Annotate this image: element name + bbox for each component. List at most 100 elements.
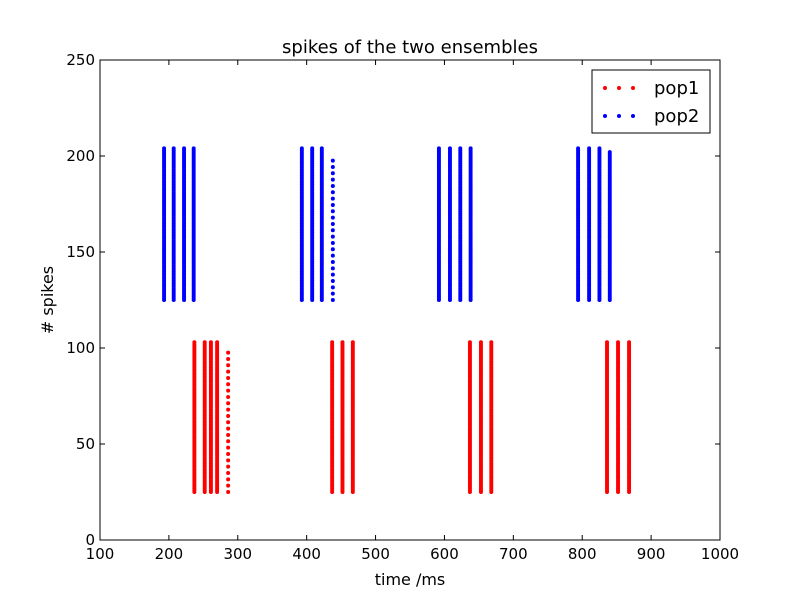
spike-column — [576, 146, 581, 302]
y-tick-label: 100 — [66, 339, 95, 357]
spike-column — [330, 340, 335, 494]
spike-point — [597, 146, 602, 151]
x-tick-label: 200 — [155, 545, 184, 563]
spike-point — [587, 146, 592, 151]
spike-point — [330, 291, 335, 296]
spike-point — [340, 340, 345, 345]
spike-point — [226, 407, 231, 412]
legend-label: pop2 — [654, 106, 699, 127]
spike-point — [226, 369, 231, 374]
spike-point — [330, 190, 335, 195]
spike-column — [597, 146, 602, 302]
y-tick-label: 0 — [85, 531, 95, 549]
legend-marker — [603, 114, 607, 118]
spike-point — [226, 420, 231, 425]
y-tick-label: 200 — [66, 147, 95, 165]
spike-point — [226, 388, 231, 393]
spike-point — [436, 146, 441, 151]
spike-column — [468, 146, 473, 302]
spike-point — [330, 209, 335, 214]
spike-column — [627, 340, 632, 494]
spike-point — [226, 445, 231, 450]
plot-frame — [99, 59, 721, 541]
spike-point — [226, 394, 231, 399]
spike-point — [191, 146, 196, 151]
spike-point — [330, 164, 335, 169]
spike-point — [226, 470, 231, 475]
x-tick-label: 600 — [430, 545, 459, 563]
spike-point — [330, 240, 335, 245]
legend-marker — [603, 86, 607, 90]
series-layer — [162, 146, 632, 494]
spike-point — [330, 298, 335, 302]
spike-column — [340, 340, 345, 494]
spike-point — [226, 382, 231, 387]
spike-column — [330, 158, 335, 302]
spike-point — [330, 177, 335, 182]
spike-column — [607, 150, 612, 302]
spike-point — [226, 464, 231, 469]
series-pop1 — [192, 340, 632, 494]
spike-column — [616, 340, 621, 494]
spike-point — [458, 146, 463, 151]
spike-point — [226, 363, 231, 368]
legend-marker — [617, 86, 621, 90]
spike-column — [319, 146, 324, 302]
spike-point — [226, 350, 231, 355]
x-axis: 100 200 300 400 500 600 700 800 900 1000 — [86, 60, 739, 563]
spike-point — [330, 183, 335, 188]
spike-column — [215, 340, 220, 494]
spike-column — [350, 340, 355, 494]
spike-point — [192, 340, 197, 345]
spike-point — [226, 432, 231, 437]
spike-column — [478, 340, 483, 494]
spike-column — [310, 146, 315, 302]
legend: pop1 pop2 — [591, 69, 711, 134]
spike-column — [605, 340, 610, 494]
spike-column — [299, 146, 304, 302]
spike-point — [330, 253, 335, 258]
spike-point — [182, 146, 187, 151]
spike-point — [226, 426, 231, 431]
spike-column — [202, 340, 207, 494]
spike-point — [605, 340, 610, 345]
spike-column — [192, 340, 197, 494]
spike-point — [330, 202, 335, 207]
spike-column — [467, 340, 472, 494]
spike-point — [330, 234, 335, 239]
x-axis-label: time /ms — [375, 570, 446, 589]
spike-point — [330, 340, 335, 345]
spike-point — [576, 146, 581, 151]
spike-point — [226, 439, 231, 444]
spike-point — [330, 215, 335, 220]
spike-point — [226, 458, 231, 463]
legend-marker — [631, 86, 635, 90]
spike-column — [489, 340, 494, 494]
spike-point — [226, 413, 231, 418]
spike-point — [226, 375, 231, 380]
y-tick-label: 50 — [76, 435, 95, 453]
spike-point — [226, 483, 231, 488]
spike-point — [468, 146, 473, 151]
spike-point — [226, 477, 231, 482]
spike-point — [171, 146, 176, 151]
spike-point — [330, 247, 335, 252]
x-tick-label: 400 — [292, 545, 321, 563]
x-tick-label: 1000 — [701, 545, 739, 563]
spike-point — [330, 266, 335, 271]
spike-point — [226, 356, 231, 361]
y-axis-label: # spikes — [38, 266, 57, 334]
y-tick-label: 150 — [66, 243, 95, 261]
spike-column — [191, 146, 196, 302]
spike-point — [162, 146, 167, 151]
spike-point — [627, 340, 632, 345]
spike-column — [447, 146, 452, 302]
spike-point — [310, 146, 315, 151]
spike-point — [489, 340, 494, 345]
spike-point — [350, 340, 355, 345]
legend-entry-pop1: pop1 — [603, 78, 699, 99]
spike-point — [226, 451, 231, 456]
x-tick-label: 300 — [223, 545, 252, 563]
spike-point — [447, 146, 452, 151]
